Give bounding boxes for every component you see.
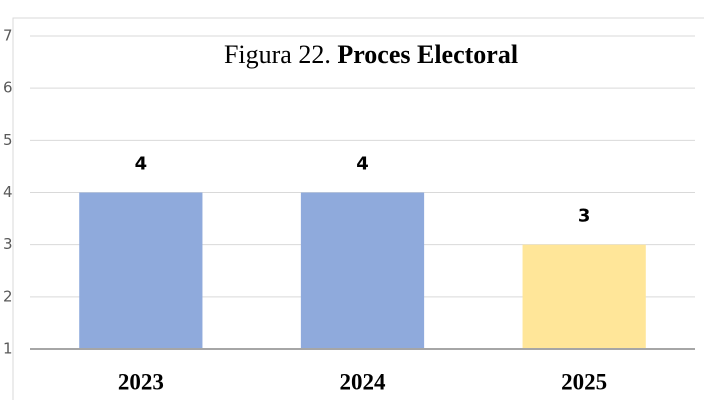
bar bbox=[522, 244, 646, 349]
y-tick-label: 7 bbox=[3, 27, 13, 45]
chart-title: Figura 22. Proces Electoral bbox=[224, 40, 518, 69]
data-label: 3 bbox=[578, 206, 591, 227]
data-label: 4 bbox=[135, 154, 148, 175]
title-prefix: Figura 22. bbox=[224, 40, 331, 69]
bar bbox=[300, 192, 425, 349]
y-tick-label: 5 bbox=[3, 131, 13, 149]
title-name: Proces Electoral bbox=[337, 40, 518, 69]
chart-border bbox=[12, 17, 704, 400]
data-label: 4 bbox=[356, 154, 369, 175]
bar bbox=[79, 192, 203, 349]
y-tick-label: 1 bbox=[3, 340, 13, 358]
y-tick-label: 4 bbox=[3, 183, 13, 201]
x-tick-label: 2024 bbox=[340, 369, 387, 394]
y-tick-label: 3 bbox=[3, 235, 13, 253]
y-tick-label: 6 bbox=[3, 79, 13, 97]
x-tick-label: 2023 bbox=[118, 369, 164, 394]
y-tick-label: 2 bbox=[3, 287, 13, 305]
x-tick-label: 2025 bbox=[561, 369, 607, 394]
